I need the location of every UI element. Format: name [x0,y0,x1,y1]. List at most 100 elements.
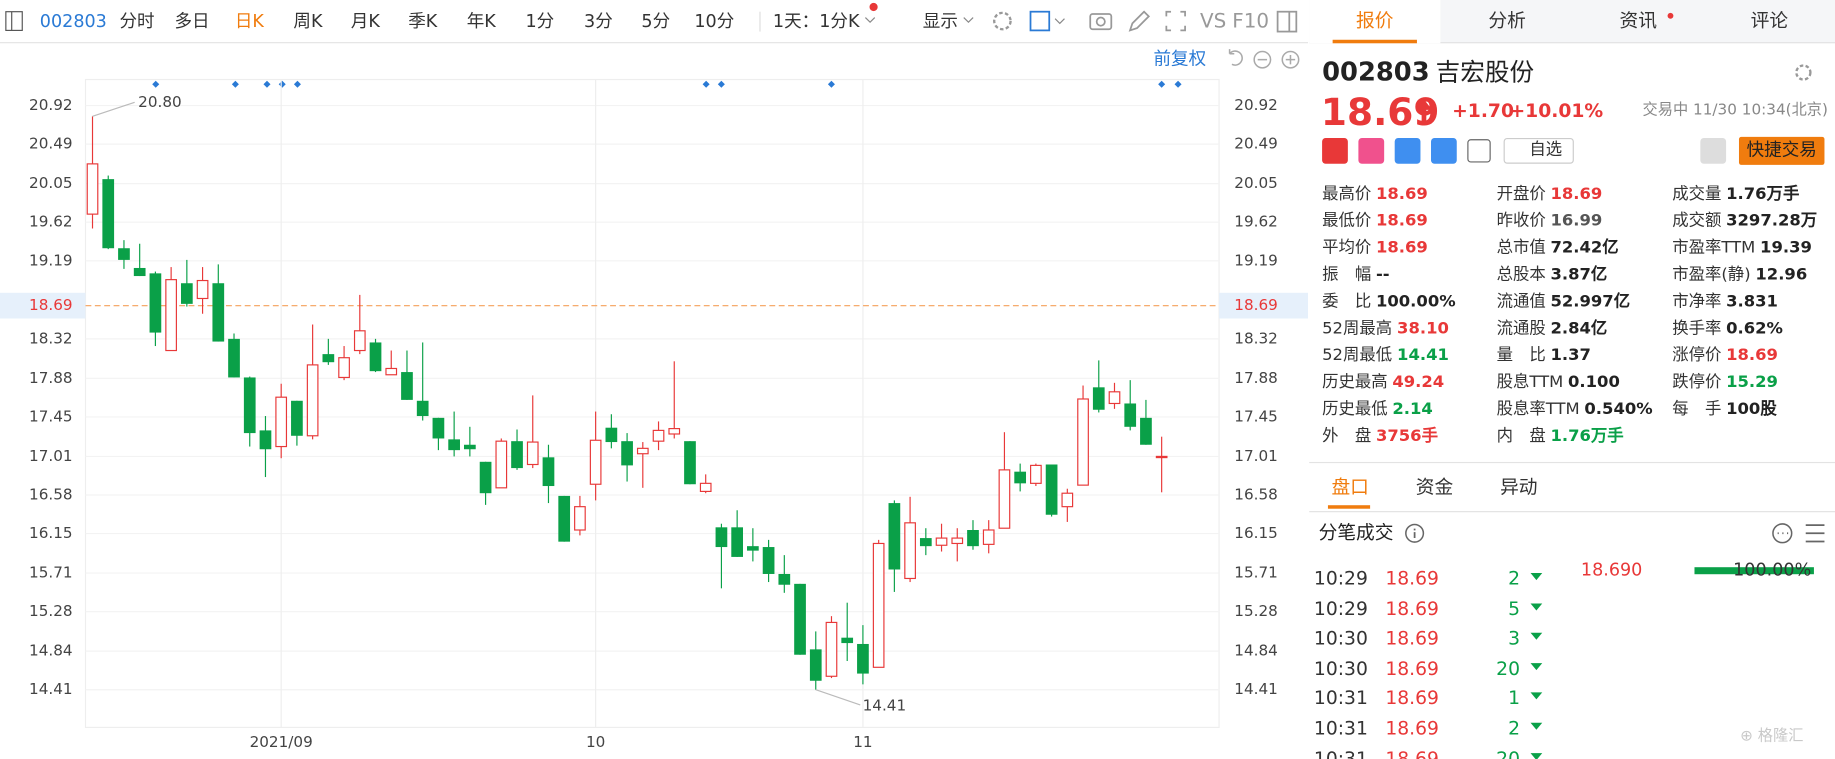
info-icon[interactable] [1403,522,1426,545]
y-tick-label: 18.32 [29,329,73,347]
quote-tab[interactable]: 评论 [1750,9,1789,32]
chevron [963,17,974,24]
tag-icon[interactable] [1430,137,1457,164]
field-value: 49.24 [1392,373,1445,392]
field-value: 52.997亿 [1550,292,1631,312]
hot-icon[interactable] [1358,137,1385,164]
candle-body [1108,391,1121,405]
zoom-out[interactable] [1253,50,1272,69]
field-label: 最低价 [1322,211,1372,231]
field-value: 2.84亿 [1550,319,1608,338]
y-tick-label: 14.41 [29,680,73,698]
trade-arrow [1530,692,1543,700]
period-tab[interactable]: 多日 [174,12,209,32]
adjust-mode[interactable]: 前复权 [1153,50,1206,70]
field-label: 市盈率(静) [1672,265,1751,285]
swap-icon[interactable] [1394,137,1421,164]
trade-arrow [1530,662,1543,670]
watch-label[interactable]: 自选 [1529,140,1563,160]
settings-icon[interactable] [993,11,1012,31]
trade-button[interactable] [1738,136,1825,165]
period-tab[interactable]: 日K [235,12,265,32]
candle-body [511,441,523,469]
trade-price: 18.69 [1385,686,1439,710]
candle-body [794,583,806,655]
notice-dot [869,2,878,12]
period-tab[interactable]: 月K [351,12,381,32]
quote-tab[interactable]: 报价 [1356,9,1394,32]
trades-title: 分笔成交 [1318,521,1394,544]
reset-icon[interactable] [1228,49,1243,66]
trade-time: 10:30 [1313,657,1368,680]
watch-button[interactable] [1503,137,1574,164]
more-icons[interactable] [1771,522,1830,548]
last-price: 18.69 [1320,90,1440,135]
trade-label[interactable]: 快捷交易 [1746,139,1817,161]
period-tab[interactable]: 10分 [694,12,734,32]
candle-body [464,444,476,450]
y-tick-label: 17.88 [29,369,73,387]
vs-button[interactable]: VS [1200,10,1226,33]
stock-code: 002803 [1322,58,1430,88]
period-tab[interactable]: 1分 [525,12,554,32]
field-value: 1.37 [1550,346,1591,365]
sub-tab[interactable]: 盘口 [1331,475,1369,499]
field-value: 1.76万手 [1550,426,1624,446]
flag-icon[interactable] [1322,137,1348,164]
f10-button[interactable]: F10 [1232,10,1269,33]
candle-body [1045,464,1058,515]
candle-body [857,643,869,674]
quote-tab[interactable]: 资讯 [1619,9,1658,32]
menu-icon[interactable] [5,11,23,31]
interval[interactable]: 1天：1分K [773,12,860,32]
field-label: 流通股 [1496,319,1546,338]
alert-icon[interactable] [1700,137,1727,164]
trade-arrow [1530,573,1543,581]
y-tick-label: 15.71 [29,564,73,582]
trade-price: 18.69 [1385,567,1439,590]
candle-body [165,279,177,352]
box-icon[interactable] [1029,10,1051,32]
period-tab[interactable]: 5分 [641,12,670,32]
candle-body [621,441,633,466]
candle-body [180,283,193,304]
candle-body [1014,471,1027,484]
period-tab[interactable]: 3分 [584,12,613,32]
expand-icon[interactable] [1165,10,1186,32]
candle-body [401,372,413,400]
field-value: -- [1375,265,1390,285]
sub-tab[interactable]: 异动 [1500,475,1538,499]
candle-body [967,530,979,547]
camera-icon[interactable] [1089,13,1113,31]
period-tab[interactable]: 分时 [119,12,154,32]
period-tab[interactable]: 年K [467,12,497,32]
candle-body [291,400,303,436]
trade-arrow [1530,632,1543,640]
status: 交易中 11/30 10:34(北京) [1642,101,1828,120]
candle-body [369,342,382,372]
candle-body [762,547,775,574]
event-marker[interactable] [152,80,1182,88]
field-label: 52周最高 [1322,319,1393,338]
candle-body [196,279,209,300]
period-tab[interactable]: 周K [293,12,323,32]
note-icon[interactable] [1467,139,1491,163]
field-value: 3.87亿 [1550,265,1608,285]
zoom-in[interactable] [1281,50,1300,69]
settings-icon[interactable] [1792,61,1815,84]
camera-icon [1095,16,1106,27]
price-tag: 18.69 [1234,296,1278,314]
trade-time: 10:31 [1313,716,1368,740]
pencil-icon[interactable] [1128,10,1151,32]
display-menu[interactable]: 显示 [923,12,958,32]
y-tick-label: 17.01 [29,447,73,465]
y-tick-label: 20.49 [29,135,73,153]
up-arrow [1415,99,1433,126]
x-tick-label: 10 [586,733,605,751]
quote-tab[interactable]: 分析 [1488,9,1526,32]
sub-tab[interactable]: 资金 [1415,475,1454,499]
period-tab[interactable]: 季K [408,12,438,32]
field-value: 1.76万手 [1726,184,1800,204]
panel-icon[interactable] [1276,10,1298,33]
